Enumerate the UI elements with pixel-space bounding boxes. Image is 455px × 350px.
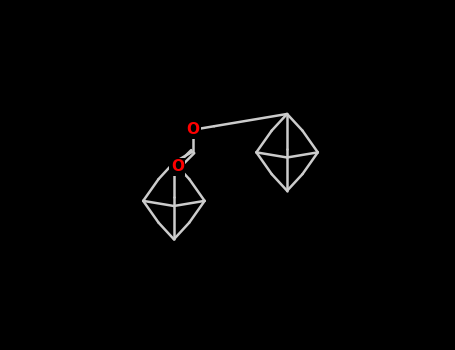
Text: O: O xyxy=(186,122,199,137)
Text: O: O xyxy=(171,160,184,174)
